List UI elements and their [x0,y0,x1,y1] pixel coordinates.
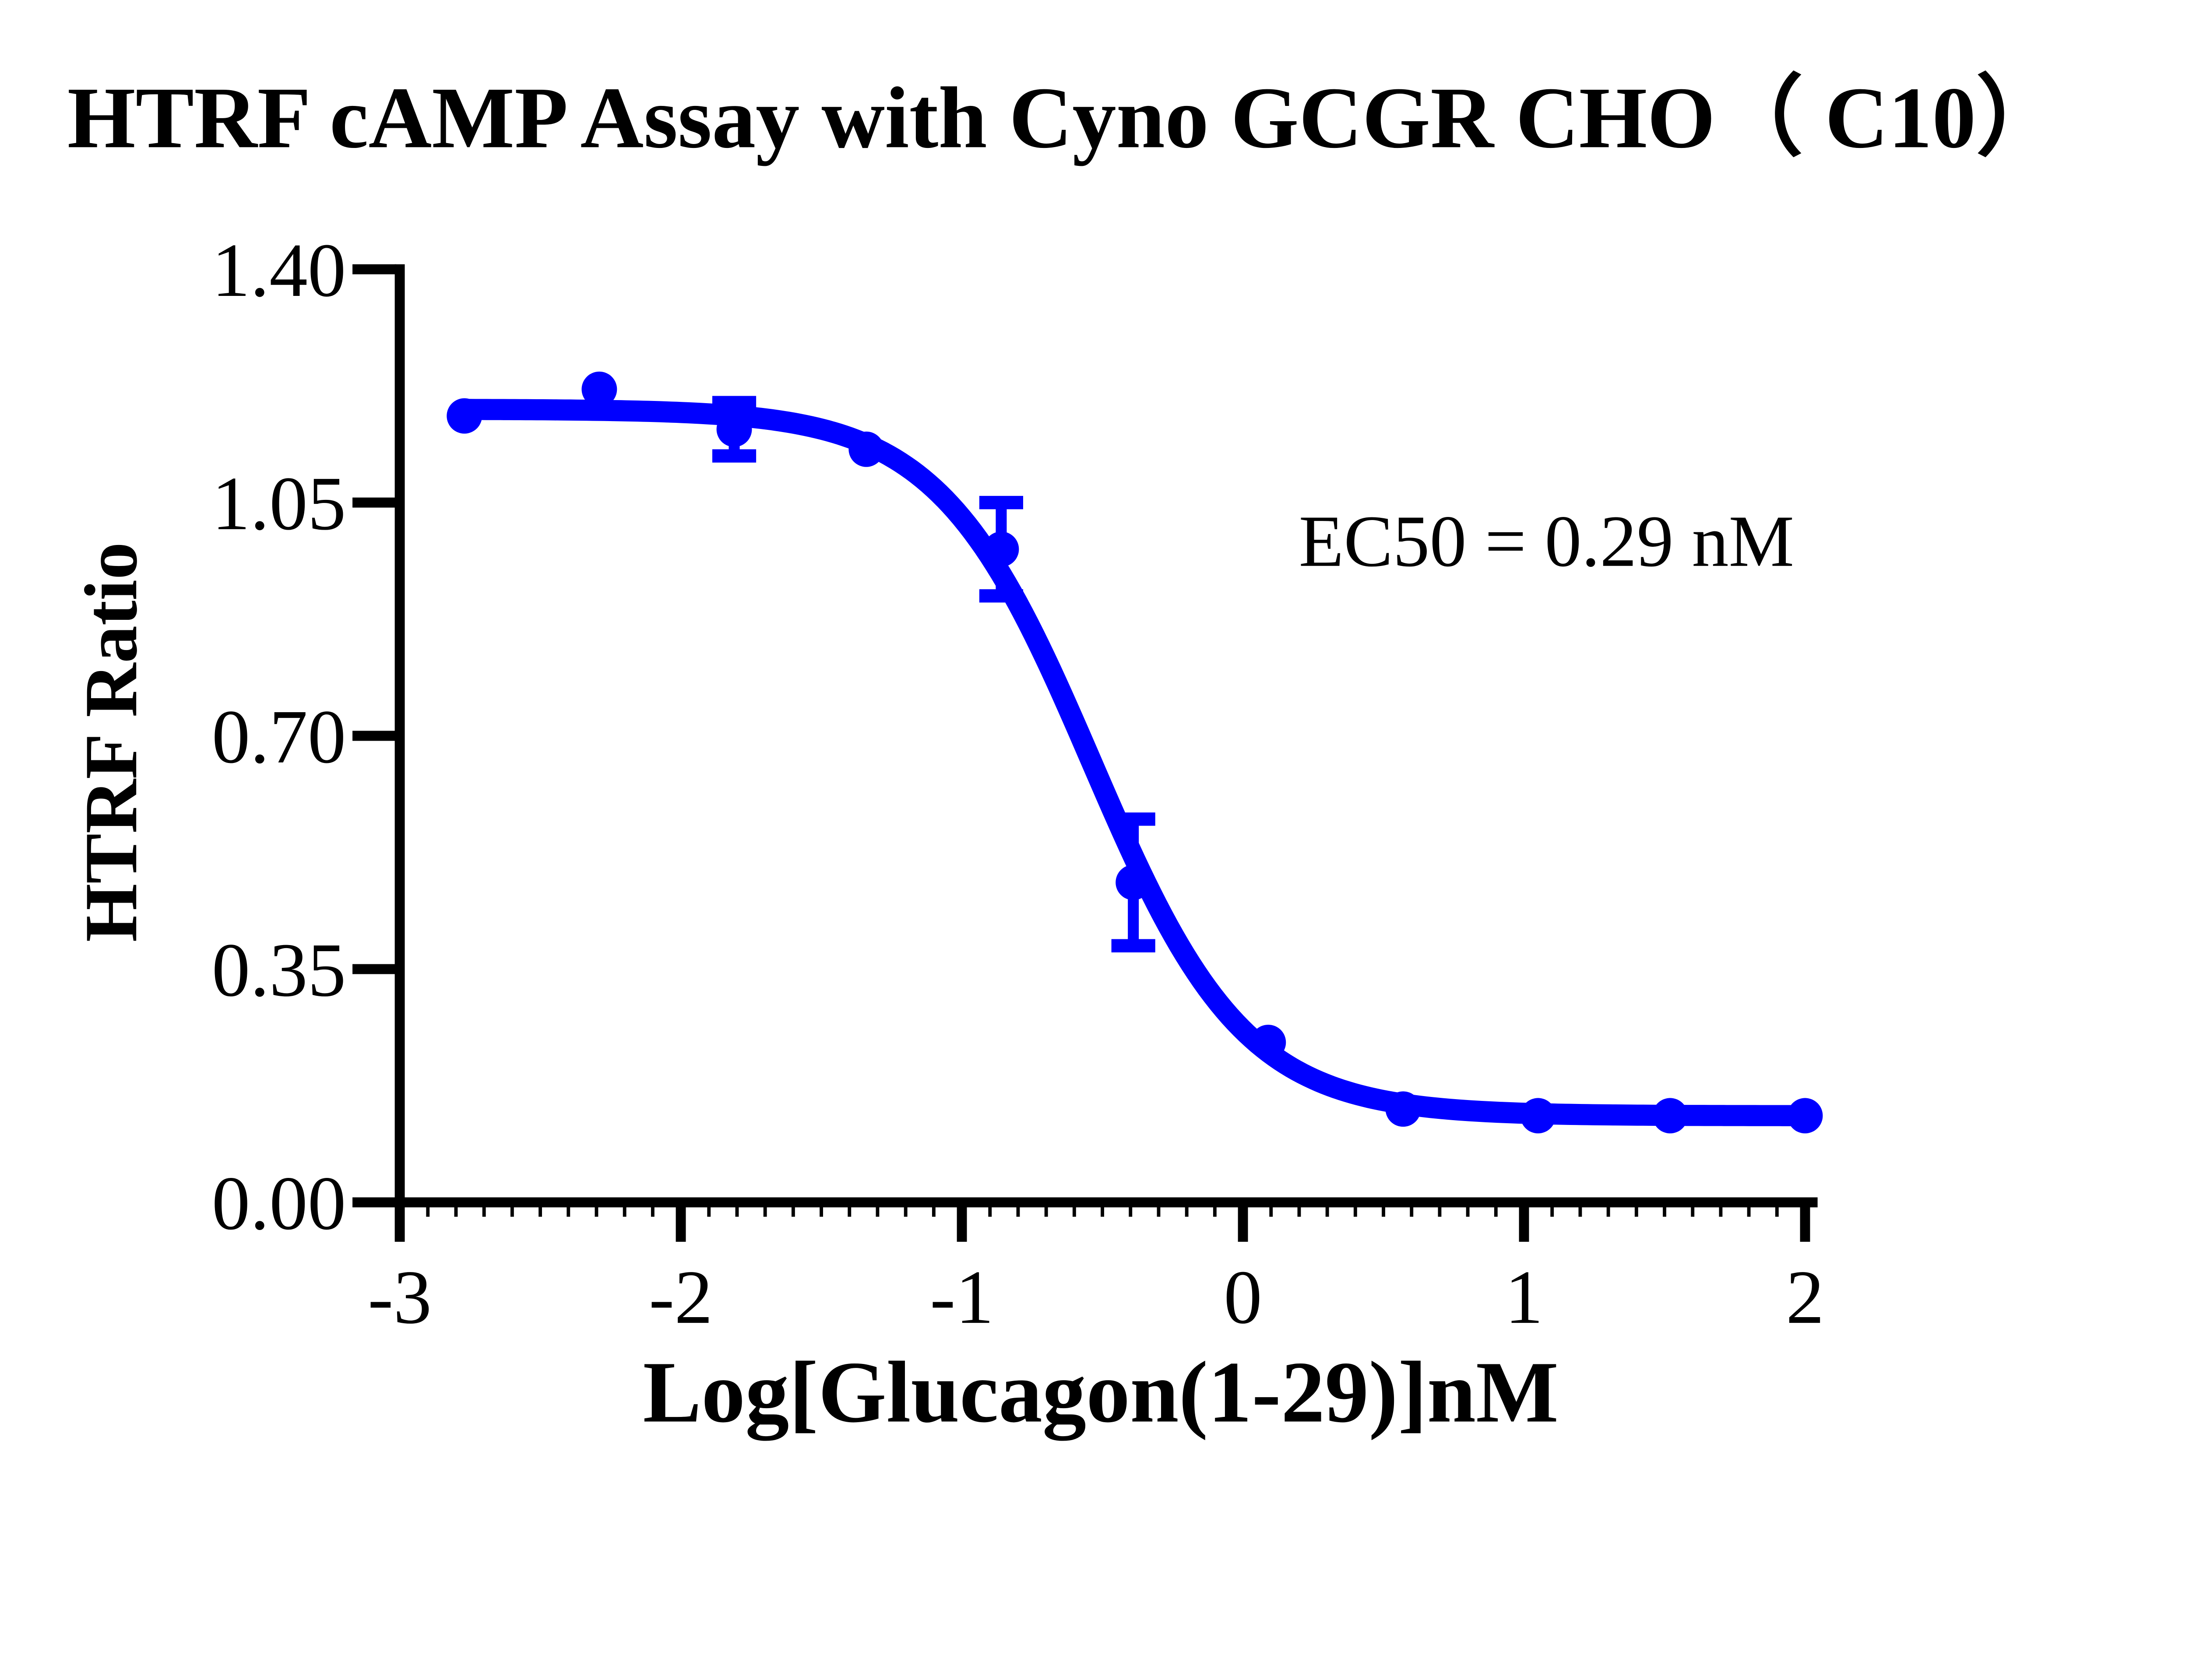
y-tick-label: 1.05 [212,461,346,546]
x-tick-label: -1 [930,1255,994,1339]
y-axis-label: HTRF Ratio [70,542,153,942]
figure-page: HTRF cAMP Assay with Cyno GCGR CHO（ C10）… [67,70,2064,1441]
data-point [848,431,884,467]
data-point [1116,865,1151,900]
data-point [1520,1098,1556,1134]
data-point [983,531,1019,567]
x-tick-label: 2 [1786,1255,1824,1339]
data-point [1787,1098,1823,1134]
x-tick-label: 1 [1505,1255,1543,1339]
data-series [447,371,1823,1134]
x-tick-label: -3 [368,1255,432,1339]
data-point [716,411,752,447]
data-point [1385,1091,1421,1127]
data-point [1250,1024,1286,1060]
x-tick-label: -2 [649,1255,713,1339]
x-axis-label: Log[Glucagon(1-29)]nM [643,1344,1559,1441]
ec50-annotation: EC50 = 0.29 nM [1299,501,1794,582]
x-tick-label: 0 [1224,1255,1262,1339]
y-tick-label: 1.40 [212,228,346,313]
y-tick-label: 0.00 [212,1161,346,1246]
data-point [447,398,482,434]
dose-response-chart: HTRF cAMP Assay with Cyno GCGR CHO（ C10）… [67,70,2064,1441]
data-point [1652,1098,1688,1134]
y-tick-label: 0.35 [212,928,346,1012]
chart-title: HTRF cAMP Assay with Cyno GCGR CHO（ C10） [67,70,2064,166]
data-point [581,371,617,407]
y-tick-label: 0.70 [212,694,346,779]
axes: 0.00 0.35 0.70 1.05 1.40 -3 -2 -1 0 1 2 [212,228,1824,1339]
